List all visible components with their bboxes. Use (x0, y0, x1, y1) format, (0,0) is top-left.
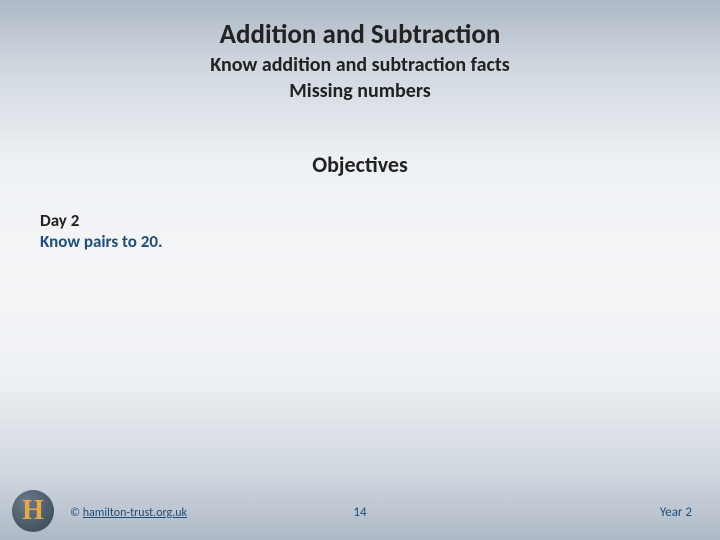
logo-letter-icon: H (22, 497, 44, 525)
copyright-link[interactable]: hamilton-trust.org.uk (83, 506, 187, 520)
logo: H (12, 490, 54, 532)
title-block: Addition and Subtraction Know addition a… (0, 0, 720, 103)
page-number: 14 (353, 505, 366, 520)
slide: Addition and Subtraction Know addition a… (0, 0, 720, 540)
footer: H © hamilton-trust.org.uk 14 Year 2 (0, 486, 720, 526)
copyright: © hamilton-trust.org.uk (70, 506, 187, 520)
objectives-body: Day 2 Know pairs to 20. (40, 210, 163, 252)
copyright-symbol: © (70, 506, 80, 520)
page-title: Addition and Subtraction (0, 18, 720, 51)
subtitle-line-2: Missing numbers (0, 79, 720, 103)
logo-circle: H (12, 490, 54, 532)
year-label: Year 2 (660, 505, 692, 520)
objectives-heading: Objectives (0, 151, 720, 178)
objective-text: Know pairs to 20. (40, 231, 163, 252)
subtitle-line-1: Know addition and subtraction facts (0, 53, 720, 77)
day-label: Day 2 (40, 210, 163, 231)
